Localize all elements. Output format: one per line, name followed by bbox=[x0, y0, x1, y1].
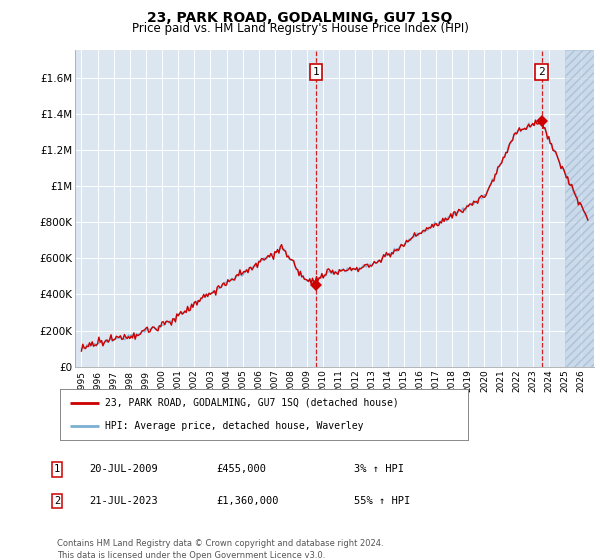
Text: 23, PARK ROAD, GODALMING, GU7 1SQ (detached house): 23, PARK ROAD, GODALMING, GU7 1SQ (detac… bbox=[105, 398, 398, 408]
Text: 55% ↑ HPI: 55% ↑ HPI bbox=[354, 496, 410, 506]
Text: Price paid vs. HM Land Registry's House Price Index (HPI): Price paid vs. HM Land Registry's House … bbox=[131, 22, 469, 35]
Text: 21-JUL-2023: 21-JUL-2023 bbox=[89, 496, 158, 506]
Text: 1: 1 bbox=[54, 464, 60, 474]
Text: 1: 1 bbox=[313, 67, 319, 77]
Text: 2: 2 bbox=[538, 67, 545, 77]
Text: £1,360,000: £1,360,000 bbox=[216, 496, 278, 506]
Text: Contains HM Land Registry data © Crown copyright and database right 2024.
This d: Contains HM Land Registry data © Crown c… bbox=[57, 539, 383, 560]
Text: £455,000: £455,000 bbox=[216, 464, 266, 474]
Text: HPI: Average price, detached house, Waverley: HPI: Average price, detached house, Wave… bbox=[105, 421, 364, 431]
Text: 3% ↑ HPI: 3% ↑ HPI bbox=[354, 464, 404, 474]
Bar bbox=[565, 50, 594, 367]
Text: 23, PARK ROAD, GODALMING, GU7 1SQ: 23, PARK ROAD, GODALMING, GU7 1SQ bbox=[148, 11, 452, 25]
Text: 2: 2 bbox=[54, 496, 60, 506]
Text: 20-JUL-2009: 20-JUL-2009 bbox=[89, 464, 158, 474]
